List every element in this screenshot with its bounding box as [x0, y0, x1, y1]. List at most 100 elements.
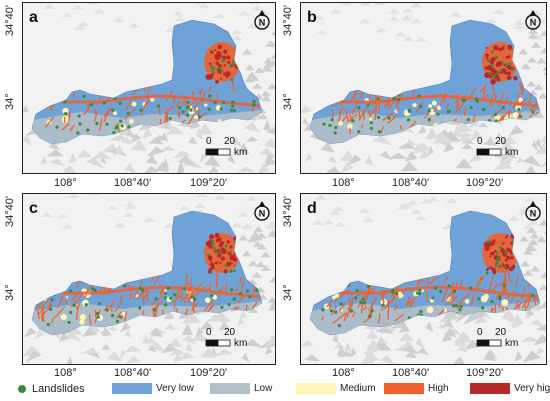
very-high-zone [485, 53, 489, 58]
terrain-ridge [427, 196, 440, 202]
terrain-ridge [266, 221, 276, 227]
landslide-point [333, 131, 337, 135]
medium-zone [426, 306, 434, 314]
high-zone [124, 108, 137, 120]
landslide-point [206, 253, 210, 257]
terrain-ridge [304, 153, 313, 163]
terrain-ridge [258, 147, 275, 157]
terrain-ridge [142, 126, 153, 139]
terrain-ridge [387, 16, 400, 22]
high-zone [455, 102, 460, 114]
very-high-zone [232, 257, 238, 262]
landslide-point [461, 98, 465, 102]
high-zone [520, 287, 527, 300]
landslide-point [46, 322, 50, 327]
high-zone [349, 127, 352, 134]
landslide-point [115, 319, 120, 324]
high-zone [231, 79, 235, 92]
landslide-point [231, 63, 235, 67]
landslide-point [417, 94, 421, 98]
terrain-ridge [61, 223, 74, 229]
landslide-point [391, 288, 395, 292]
terrain-ridge [198, 152, 207, 164]
terrain-ridge [359, 18, 372, 24]
landslide-point [105, 122, 109, 126]
landslide-point [221, 100, 226, 105]
high-zone [73, 293, 83, 306]
terrain-ridge [511, 313, 524, 326]
landslide-point [178, 106, 182, 110]
terrain-ridge [536, 57, 547, 64]
terrain-ridge [375, 337, 389, 344]
terrain-ridge [123, 345, 142, 353]
high-zone [423, 110, 431, 120]
landslide-point [231, 59, 235, 63]
terrain-ridge [425, 321, 434, 333]
high-zone [536, 289, 540, 303]
medium-zone [62, 107, 69, 115]
landslide-point [69, 310, 73, 315]
terrain-ridge [502, 149, 517, 159]
landslide-point [211, 242, 215, 246]
lon-label-b-3: 109°20' [466, 177, 504, 189]
terrain-ridge [410, 18, 423, 24]
landslide-point [494, 112, 498, 116]
landslide-point [166, 286, 170, 290]
landslide-point [431, 296, 435, 300]
landslide-point [491, 50, 495, 54]
terrain-ridge [539, 134, 547, 143]
terrain-ridge [402, 36, 415, 42]
high-zone [69, 124, 75, 132]
high-zone [41, 312, 45, 322]
very-high-zone [223, 72, 227, 76]
terrain-ridge [270, 53, 276, 60]
scale-segment-dark [205, 339, 219, 347]
terrain-ridge [349, 347, 357, 358]
legend-medium: Medium [296, 383, 376, 394]
landslide-point [499, 69, 503, 73]
terrain-ridge [160, 132, 169, 143]
landslide-point [376, 97, 380, 101]
very-high-zone [513, 75, 518, 81]
landslide-point [362, 301, 367, 305]
landslide-point [452, 289, 457, 293]
very-high-zone [483, 241, 489, 247]
landslide-point [77, 114, 81, 118]
terrain-ridge [148, 327, 164, 338]
terrain-ridge [22, 104, 29, 114]
landslide-dot-icon [18, 385, 26, 393]
high-zone [339, 301, 346, 312]
terrain-ridge [443, 141, 455, 153]
terrain-ridge [204, 155, 221, 167]
terrain-ridge [320, 142, 335, 153]
terrain-ridge [444, 327, 457, 338]
landslide-point [102, 101, 106, 105]
landslide-point [337, 324, 341, 328]
medium-zone [338, 120, 344, 126]
terrain-ridge [172, 10, 185, 16]
terrain-ridge [501, 309, 517, 321]
terrain-ridge [358, 208, 371, 214]
landslide-point [78, 122, 82, 126]
very-low-swatch [112, 383, 152, 394]
high-zone [341, 115, 348, 123]
high-zone [153, 273, 161, 286]
legend-low: Low [210, 383, 272, 394]
terrain-ridge [238, 142, 250, 154]
terrain-ridge [518, 206, 531, 212]
terrain-ridge [268, 304, 276, 311]
terrain-ridge [530, 41, 541, 48]
scale-segment-light [488, 339, 502, 347]
high-zone [37, 307, 46, 316]
medium-zone [204, 297, 211, 303]
terrain-ridge [236, 166, 256, 173]
landslide-point [126, 111, 130, 115]
terrain-ridge [415, 214, 428, 220]
high-zone [453, 295, 459, 300]
landslide-point [361, 297, 365, 301]
terrain-ridge [257, 163, 270, 174]
terrain-ridge [538, 92, 547, 99]
landslide-point [434, 286, 438, 290]
very-high-zone [504, 236, 508, 239]
